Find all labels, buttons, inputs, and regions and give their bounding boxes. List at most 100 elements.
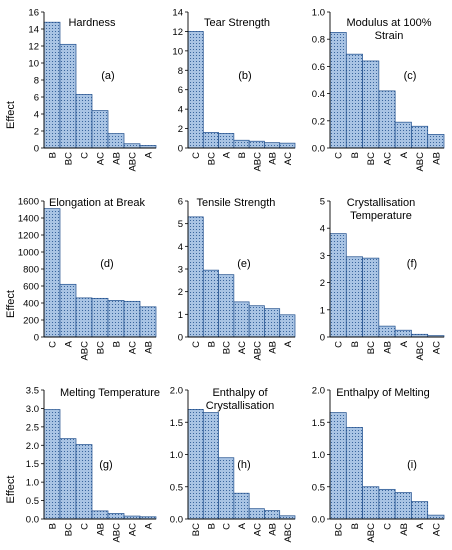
x-tick-label: C: [48, 341, 59, 348]
bar-C: [43, 208, 61, 338]
bar-BC: [59, 43, 77, 149]
x-tick-label: B: [237, 152, 248, 158]
y-tick-label: 3: [178, 265, 183, 276]
x-tick-label: BC: [206, 152, 217, 165]
chart-panel-d: 0 200 400 600 800 1000 1200 1400 1600 C A ABC BC B AC A…: [5, 197, 157, 361]
x-tick-label: C: [334, 152, 345, 159]
x-tick-label: ABC: [252, 152, 263, 172]
x-tick-label: B: [206, 341, 217, 347]
y-tick-label: 1.0: [170, 450, 183, 461]
x-tick-label: AC: [383, 152, 394, 165]
y-tick-label: 0.0: [170, 515, 183, 526]
bar-AC: [91, 110, 109, 149]
x-tick-label: B: [350, 523, 361, 529]
x-tick-label: ABC: [366, 523, 377, 543]
bar-AB: [264, 510, 281, 520]
chart-title: Crystallisation: [347, 197, 415, 209]
chart-title: Melting Temperature: [60, 387, 160, 399]
y-tick-label: 1400: [18, 214, 39, 225]
x-tick-label: AC: [252, 523, 263, 536]
y-tick-label: 400: [23, 299, 39, 310]
x-tick-label: A: [399, 151, 410, 158]
bar-A: [233, 492, 250, 520]
bar-ABC: [75, 297, 93, 338]
x-tick-label: AB: [268, 341, 279, 354]
x-tick-label: AC: [96, 152, 107, 165]
x-tick-label: C: [383, 523, 394, 530]
y-tick-label: 1.0: [26, 478, 39, 489]
bar-A: [279, 314, 296, 338]
y-tick-label: 10: [172, 46, 183, 57]
x-tick-label: C: [222, 523, 233, 530]
bar-B: [43, 21, 61, 149]
chart-panel-i: 0.0 0.5 1.0 1.5 2.0 BC B ABC C AB A AC Enthalpy of M…: [312, 386, 445, 543]
y-tick-label: 0.6: [312, 62, 325, 73]
y-axis-label: Effect: [5, 290, 17, 318]
bar-AB: [91, 510, 109, 520]
y-tick-label: 0.4: [312, 89, 325, 100]
y-tick-label: 1.5: [312, 418, 325, 429]
y-tick-label: 1000: [18, 248, 39, 259]
bar-BC: [329, 412, 347, 520]
y-tick-label: 5: [178, 219, 183, 230]
y-tick-label: 3.5: [26, 386, 39, 397]
y-tick-label: 0.5: [170, 482, 183, 493]
y-tick-label: 0: [34, 333, 39, 344]
y-tick-label: 0.0: [312, 144, 325, 155]
chart-panel-c: 0.0 0.2 0.4 0.6 0.8 1.0 C B BC AC A ABC AB Modulus at…: [312, 8, 445, 172]
x-tick-label: AC: [431, 341, 442, 354]
y-tick-label: 4: [320, 224, 325, 235]
panel-label: (h): [237, 459, 250, 471]
bar-C: [75, 444, 93, 520]
x-tick-label: B: [350, 152, 361, 158]
bar-A: [59, 283, 77, 338]
y-tick-label: 1.0: [312, 8, 325, 19]
bar-AC: [427, 514, 445, 520]
bar-AB: [264, 308, 281, 338]
y-tick-label: 0: [34, 144, 39, 155]
y-tick-label: 0.0: [312, 515, 325, 526]
bar-BC: [91, 297, 109, 338]
bar-AC: [233, 301, 250, 338]
y-tick-label: 1.0: [312, 450, 325, 461]
x-tick-label: ABC: [283, 523, 294, 543]
chart-panel-g: 0.0 0.5 1.0 1.5 2.0 2.5 3.0 3.5 B BC C AB ABC AC A Melt…: [5, 386, 160, 543]
bar-ABC: [107, 513, 125, 520]
x-tick-label: AB: [96, 523, 107, 536]
x-tick-label: C: [334, 341, 345, 348]
y-tick-label: 2: [34, 127, 39, 138]
bar-BC: [218, 274, 235, 338]
x-tick-label: BC: [64, 523, 75, 536]
y-tick-label: 3.0: [26, 404, 39, 415]
x-tick-label: A: [283, 340, 294, 347]
bar-AC: [279, 142, 296, 149]
chart-title: Enthalpy of: [212, 387, 268, 399]
bar-C: [75, 94, 93, 149]
bar-AB: [139, 306, 157, 338]
x-tick-label: A: [144, 151, 155, 158]
bar-A: [394, 121, 412, 149]
bar-ABC: [362, 486, 380, 520]
x-tick-label: AC: [128, 523, 139, 536]
x-tick-label: A: [222, 151, 233, 158]
y-tick-label: 2.0: [170, 386, 183, 397]
x-tick-label: AB: [268, 152, 279, 165]
chart-panel-b: 0 2 4 6 8 10 12 14 C BC A B ABC AB AC Tear Strength (b): [172, 8, 296, 172]
bar-ABC: [248, 140, 265, 149]
bar-AB: [264, 142, 281, 149]
x-tick-label: A: [64, 340, 75, 347]
x-tick-label: C: [191, 152, 202, 159]
y-tick-label: 6: [34, 93, 39, 104]
bar-BC: [202, 132, 219, 149]
chart-title: Crystallisation: [206, 400, 274, 412]
x-tick-label: AB: [144, 341, 155, 354]
x-tick-label: ABC: [252, 341, 263, 361]
bar-B: [345, 427, 363, 520]
x-tick-label: B: [206, 523, 217, 529]
bar-C: [378, 488, 396, 520]
x-tick-label: B: [48, 523, 59, 529]
y-tick-label: 6: [178, 197, 183, 208]
bar-B: [107, 300, 125, 338]
y-tick-label: 600: [23, 282, 39, 293]
